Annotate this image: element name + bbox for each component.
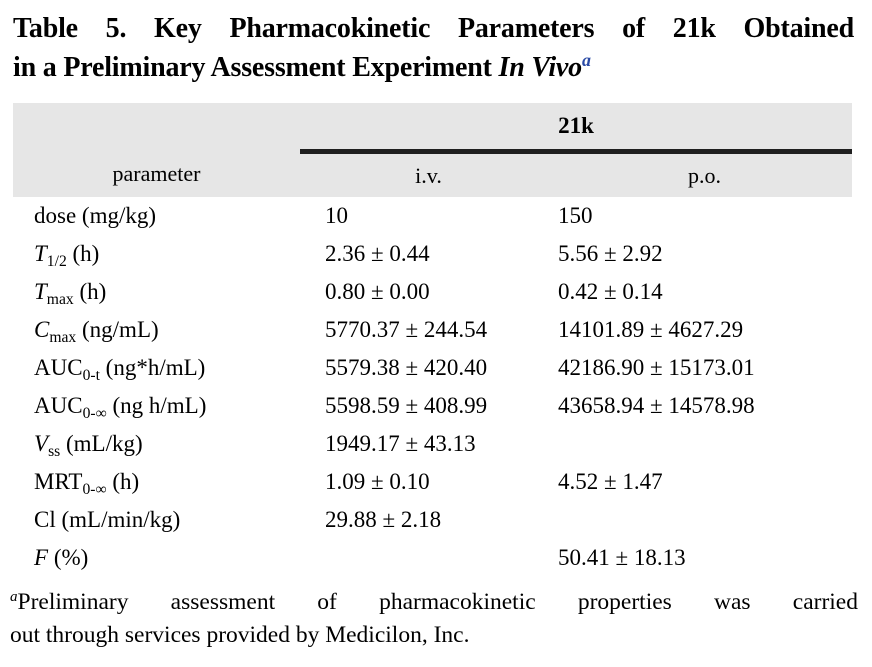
compound-group-header: 21k — [300, 103, 853, 154]
text-run: in a Preliminary Assessment Experiment — [13, 52, 499, 84]
text-run: F — [34, 545, 49, 571]
subscript-text: 0-∞ — [82, 480, 107, 498]
column-header-parameter: parameter — [112, 161, 201, 187]
text-run: C — [34, 317, 50, 343]
parameter-cell: MRT0-∞ (h) — [13, 463, 300, 501]
parameter-cell: Cl (mL/min/kg) — [13, 501, 300, 539]
text-run: (ng/mL) — [76, 317, 159, 343]
paper-table-figure: Table 5. Key Pharmacokinetic Parameters … — [0, 0, 872, 651]
footnote-marker: a — [581, 50, 591, 71]
text-run: T — [34, 279, 47, 305]
text-run: In Vivo — [498, 52, 583, 84]
table-row: Cmax (ng/mL) 5770.37 ± 244.54 14101.89 ± 4… — [13, 311, 852, 349]
subscript-text: 0-∞ — [82, 404, 107, 422]
parameter-cell: Tmax (h) — [13, 273, 300, 311]
parameter-cell: F (%) — [13, 539, 300, 577]
text-run: T — [34, 241, 47, 267]
subscript-text: ss — [48, 442, 61, 460]
po-value-cell — [557, 501, 852, 539]
iv-value-cell: 5770.37 ± 244.54 — [325, 317, 488, 343]
compound-label: 21k — [558, 113, 594, 139]
iv-value-cell: 1949.17 ± 43.13 — [325, 431, 476, 457]
po-value-cell: 14101.89 ± 4627.29 — [558, 317, 744, 343]
column-header-po: p.o. — [688, 162, 721, 188]
iv-value-cell: 5598.59 ± 408.99 — [325, 393, 488, 419]
text-run: V — [34, 431, 49, 457]
parameter-cell: Vss (mL/kg) — [13, 425, 300, 463]
table-row: MRT0-∞ (h) 1.09 ± 0.10 4.52 ± 1.47 — [13, 463, 852, 501]
po-value-cell: 50.41 ± 18.13 — [558, 545, 686, 571]
table-row: Vss (mL/kg) 1949.17 ± 43.13 — [13, 425, 852, 463]
subscript-text: max — [46, 290, 74, 308]
subscript-text: 1/2 — [46, 252, 67, 270]
table-row: dose (mg/kg) 10 150 — [13, 197, 852, 235]
parameter-cell: T1/2 (h) — [13, 235, 300, 273]
text-run: dose (mg/kg) — [34, 203, 157, 229]
title-line: in a Preliminary Assessment Experiment I… — [13, 48, 866, 87]
text-run: (h) — [73, 279, 107, 305]
po-value-cell: 4.52 ± 1.47 — [558, 469, 663, 495]
iv-value-cell: 0.80 ± 0.00 — [325, 279, 430, 305]
text-run: (mL/kg) — [60, 431, 143, 457]
title-line: Table 5. Key Pharmacokinetic Parameters … — [13, 9, 866, 48]
table-row: F (%) 50.41 ± 18.13 — [13, 539, 852, 577]
text-run: (h) — [106, 469, 140, 495]
po-value-cell: 5.56 ± 2.92 — [558, 241, 663, 267]
table-row: Tmax (h) 0.80 ± 0.00 0.42 ± 0.14 — [13, 273, 852, 311]
po-value-cell: 150 — [558, 203, 593, 229]
iv-value-cell: 10 — [325, 203, 348, 229]
table-row: AUC0-∞ (ng h/mL) 5598.59 ± 408.99 43658.94… — [13, 387, 852, 425]
parameter-cell: dose (mg/kg) — [13, 197, 300, 235]
text-run: Cl — [34, 507, 56, 533]
parameter-cell: Cmax (ng/mL) — [13, 311, 300, 349]
group-header-row: 21k — [13, 103, 853, 154]
text-run: out through services provided by Medicil… — [10, 621, 470, 648]
subscript-text: 0-t — [82, 366, 100, 384]
subscript-text: max — [49, 328, 77, 346]
iv-value-cell: 29.88 ± 2.18 — [325, 507, 442, 533]
text-run: Table 5. Key Pharmacokinetic Parameters … — [13, 13, 854, 44]
text-run: (ng h/mL) — [106, 393, 207, 419]
text-run: (%) — [48, 545, 89, 571]
po-value-cell: 0.42 ± 0.14 — [558, 279, 663, 305]
table-row: T1/2 (h) 2.36 ± 0.44 5.56 ± 2.92 — [13, 235, 852, 273]
po-value-cell: 43658.94 ± 14578.98 — [558, 393, 755, 419]
iv-value-cell — [300, 539, 557, 577]
text-run: MRT — [34, 469, 83, 495]
po-value-cell — [557, 425, 852, 463]
footnote-marker: a — [10, 589, 18, 606]
table-row: Cl (mL/min/kg) 29.88 ± 2.18 — [13, 501, 852, 539]
table-body: dose (mg/kg) 10 150 T1/2 (h) 2.36 ± 0.44 5.56… — [13, 197, 852, 577]
iv-value-cell: 2.36 ± 0.44 — [325, 241, 430, 267]
text-run: (h) — [66, 241, 100, 267]
parameter-cell: AUC0-t (ng*h/mL) — [13, 349, 300, 387]
text-run: AUC — [34, 393, 83, 419]
po-value-cell: 42186.90 ± 15173.01 — [558, 355, 755, 381]
group-header-spacer — [13, 103, 300, 151]
table-row: AUC0-t (ng*h/mL) 5579.38 ± 420.40 42186.90… — [13, 349, 852, 387]
table-title: Table 5. Key Pharmacokinetic Parameters … — [0, 0, 872, 87]
footnote-line: out through services provided by Medicil… — [10, 619, 858, 651]
text-run: Preliminary assessment of pharmacokineti… — [17, 589, 858, 616]
text-run: AUC — [34, 355, 83, 381]
text-run: (mL/min/kg) — [55, 507, 181, 533]
column-header-iv: i.v. — [415, 162, 442, 188]
iv-value-cell: 5579.38 ± 420.40 — [325, 355, 488, 381]
footnote-line: aPreliminary assessment of pharmacokinet… — [10, 586, 858, 618]
iv-value-cell: 1.09 ± 0.10 — [325, 469, 430, 495]
table-header: 21k parameter i.v. p.o. — [13, 103, 853, 198]
pharmacokinetics-table: 21k parameter i.v. p.o. dose (mg/kg) 10 15… — [13, 103, 853, 577]
parameter-cell: AUC0-∞ (ng h/mL) — [13, 387, 300, 425]
table-footnote: aPreliminary assessment of pharmacokinet… — [10, 586, 858, 651]
column-header-row: parameter i.v. p.o. — [13, 151, 853, 198]
text-run: (ng*h/mL) — [99, 355, 206, 381]
